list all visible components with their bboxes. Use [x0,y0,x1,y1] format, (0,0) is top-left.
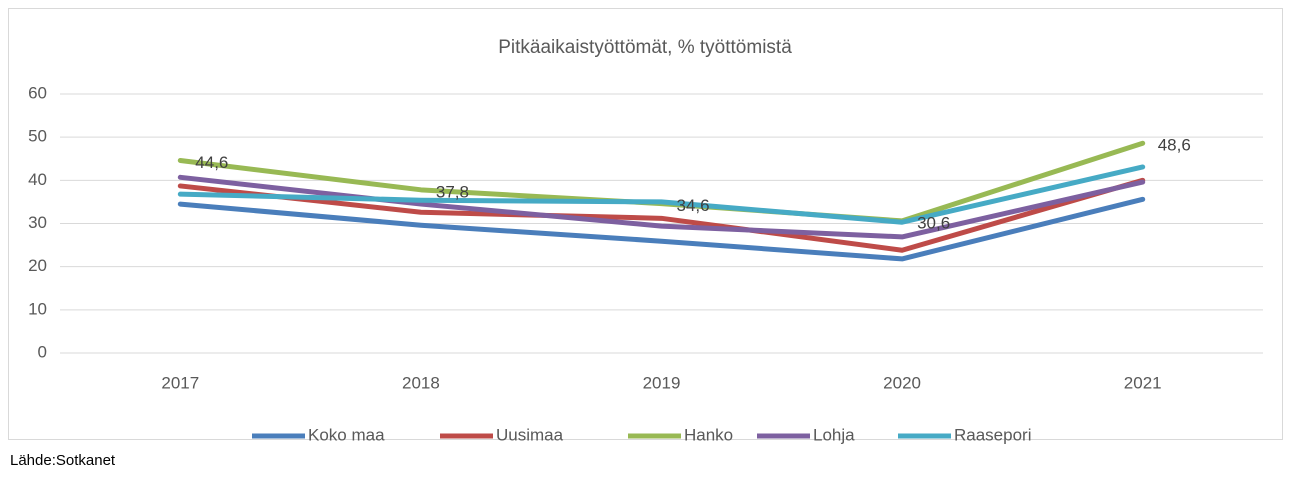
y-tick-label: 10 [28,299,47,318]
y-tick-label: 60 [28,83,47,102]
data-label: 48,6 [1158,136,1191,155]
legend-label: Hanko [684,425,733,444]
data-label: 30,6 [917,213,950,232]
x-tick-label: 2021 [1124,373,1162,392]
y-tick-label: 50 [28,127,47,146]
y-tick-label: 30 [28,213,47,232]
data-label: 34,6 [677,196,710,215]
data-label: 37,8 [436,182,469,201]
data-label: 44,6 [195,153,228,172]
series-line [177,196,1146,262]
x-tick-label: 2019 [643,373,681,392]
series-line [177,164,1146,225]
legend-label: Raasepori [954,425,1032,444]
y-tick-label: 0 [38,342,47,361]
legend-label: Lohja [813,425,855,444]
source: Lähde:Sotkanet [10,452,116,469]
y-tick-label: 40 [28,170,47,189]
x-tick-label: 2020 [883,373,921,392]
series-line [177,177,1146,253]
series-line [177,174,1146,240]
y-tick-label: 20 [28,256,47,275]
legend-label: Koko maa [308,425,385,444]
chart-title: Pitkäaikaistyöttömät, % työttömistä [498,37,792,58]
legend-label: Uusimaa [496,425,564,444]
x-tick-label: 2017 [161,373,199,392]
x-tick-label: 2018 [402,373,440,392]
